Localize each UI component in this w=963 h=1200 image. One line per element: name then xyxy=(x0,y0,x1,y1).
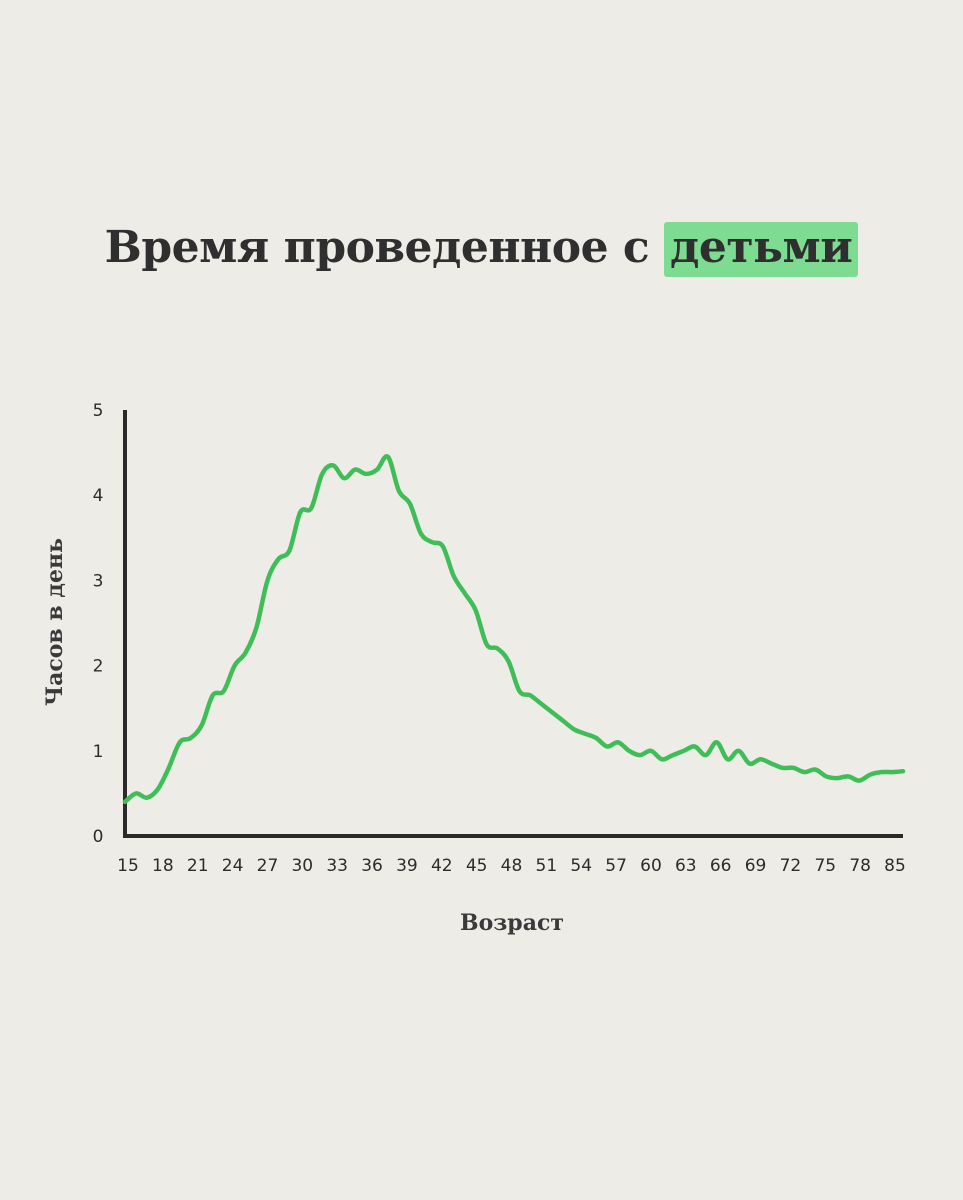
x-tick-label: 15 xyxy=(117,856,139,876)
x-tick-label: 63 xyxy=(675,856,697,876)
x-tick-label: 27 xyxy=(257,856,279,876)
x-tick-label: 24 xyxy=(222,856,244,876)
x-tick-label: 18 xyxy=(152,856,174,876)
x-tick-label: 72 xyxy=(780,856,802,876)
y-tick-label: 1 xyxy=(93,742,104,762)
x-tick-label: 45 xyxy=(466,856,488,876)
title-text: Время проведенное с xyxy=(104,222,650,273)
title-highlight: детьми xyxy=(664,222,859,277)
x-tick-label: 66 xyxy=(710,856,732,876)
y-tick-label: 2 xyxy=(93,657,104,677)
x-tick-label: 57 xyxy=(605,856,627,876)
x-tick-label: 36 xyxy=(361,856,383,876)
y-tick-label: 4 xyxy=(93,486,104,506)
y-tick-label: 3 xyxy=(93,571,104,591)
x-tick-label: 54 xyxy=(570,856,592,876)
y-tick-label: 5 xyxy=(93,401,104,421)
page-title: Время проведенное с детьми xyxy=(0,222,963,277)
x-tick-label: 60 xyxy=(640,856,662,876)
x-tick-label: 30 xyxy=(291,856,313,876)
x-tick-label: 85 xyxy=(884,856,906,876)
x-tick-label: 48 xyxy=(501,856,523,876)
x-tick-labels: 15 18 21 24 27 30 33 36 39 42 45 48 51 54 57 60 63 66 69 72… xyxy=(117,856,906,876)
x-tick-label: 78 xyxy=(849,856,871,876)
y-tick-label: 0 xyxy=(93,827,104,847)
x-tick-label: 21 xyxy=(187,856,209,876)
x-tick-label: 75 xyxy=(814,856,836,876)
y-tick-labels: 0 1 2 3 4 5 xyxy=(93,401,104,847)
y-axis-label: Часов в день xyxy=(42,538,68,706)
x-tick-label: 69 xyxy=(745,856,767,876)
series-line xyxy=(122,454,906,805)
x-tick-label: 42 xyxy=(431,856,453,876)
x-axis-label: Возраст xyxy=(460,910,564,936)
x-tick-label: 33 xyxy=(326,856,348,876)
x-tick-label: 51 xyxy=(536,856,558,876)
x-tick-label: 39 xyxy=(396,856,418,876)
